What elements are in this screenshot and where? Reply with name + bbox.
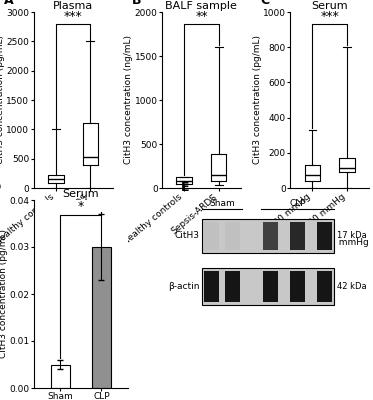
Text: C: C — [260, 0, 269, 7]
Text: ***: *** — [320, 10, 339, 22]
Bar — [202, 219, 334, 253]
Bar — [317, 222, 332, 250]
Y-axis label: CitH3 concentration (pg/mL): CitH3 concentration (pg/mL) — [253, 36, 261, 164]
Bar — [51, 364, 69, 388]
Y-axis label: CitH3 concentration (ng/mL): CitH3 concentration (ng/mL) — [124, 36, 133, 164]
Bar — [204, 272, 219, 302]
Text: Sham: Sham — [209, 198, 235, 208]
Text: D: D — [0, 181, 1, 194]
Text: ***: *** — [64, 10, 82, 22]
Text: 17 kDa: 17 kDa — [336, 231, 366, 240]
Y-axis label: CitH3 concentration (pg/mL): CitH3 concentration (pg/mL) — [0, 230, 8, 358]
Title: Serum: Serum — [311, 1, 348, 11]
Text: E: E — [181, 181, 189, 194]
Text: 42 kDa: 42 kDa — [336, 282, 366, 291]
Bar — [92, 247, 111, 388]
Bar — [202, 268, 334, 305]
Bar — [317, 272, 332, 302]
Text: B: B — [132, 0, 141, 7]
Text: CLP: CLP — [289, 198, 306, 208]
Text: **: ** — [195, 10, 208, 22]
Bar — [290, 222, 305, 250]
Y-axis label: CitH3 concentration (pg/mL): CitH3 concentration (pg/mL) — [0, 36, 5, 164]
Bar — [263, 222, 278, 250]
Text: CitH3: CitH3 — [174, 231, 199, 240]
Bar — [225, 272, 240, 302]
Bar — [225, 222, 240, 250]
Bar — [204, 222, 219, 250]
Text: β-actin: β-actin — [167, 282, 199, 291]
Text: *: * — [78, 200, 84, 213]
Text: A: A — [3, 0, 13, 7]
Title: Plasma: Plasma — [53, 1, 93, 11]
Title: BALF sample: BALF sample — [166, 1, 237, 11]
Bar — [263, 272, 278, 302]
Bar — [290, 272, 305, 302]
X-axis label: PaO2/FiO2 mmHg: PaO2/FiO2 mmHg — [290, 238, 369, 246]
Title: Serum: Serum — [63, 189, 99, 199]
